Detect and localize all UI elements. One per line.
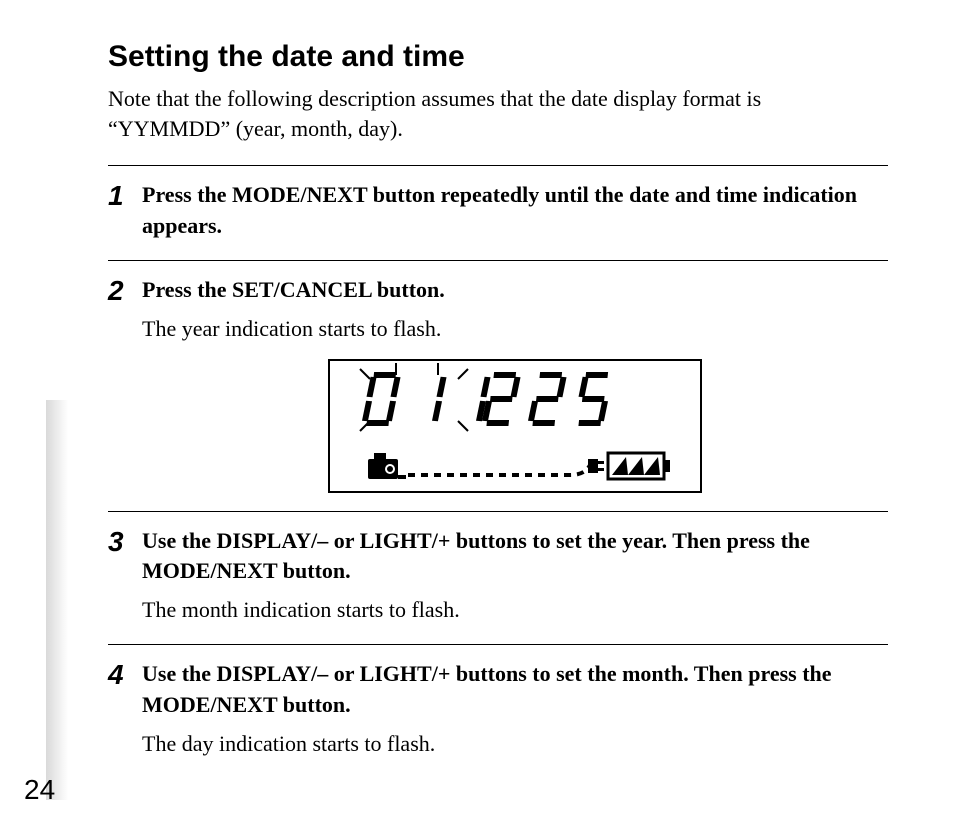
step-number: 1 [108, 180, 142, 242]
intro-paragraph: Note that the following description assu… [108, 84, 888, 143]
step-number: 4 [108, 659, 142, 759]
step: 3 Use the DISPLAY/– or LIGHT/+ buttons t… [108, 511, 888, 644]
step-lead: Press the SET/CANCEL button. [142, 275, 888, 306]
step-lead: Use the DISPLAY/– or LIGHT/+ buttons to … [142, 526, 888, 588]
page-gutter-shadow [46, 400, 68, 800]
lcd-svg [330, 361, 700, 491]
step-number: 3 [108, 526, 142, 626]
manual-page: Setting the date and time Note that the … [108, 40, 888, 777]
step-lead: Use the DISPLAY/– or LIGHT/+ buttons to … [142, 659, 888, 721]
lcd-illustration [328, 359, 702, 493]
section-heading: Setting the date and time [108, 40, 888, 74]
step: 2 Press the SET/CANCEL button. The year … [108, 260, 888, 511]
step-sub: The day indication starts to flash. [142, 729, 888, 760]
step: 1 Press the MODE/NEXT button repeatedly … [108, 165, 888, 260]
step-sub: The year indication starts to flash. [142, 314, 888, 345]
step-sub: The month indication starts to flash. [142, 595, 888, 626]
step-lead: Press the MODE/NEXT button repeatedly un… [142, 180, 888, 242]
step: 4 Use the DISPLAY/– or LIGHT/+ buttons t… [108, 644, 888, 777]
page-number: 24 [24, 774, 55, 806]
step-number: 2 [108, 275, 142, 493]
